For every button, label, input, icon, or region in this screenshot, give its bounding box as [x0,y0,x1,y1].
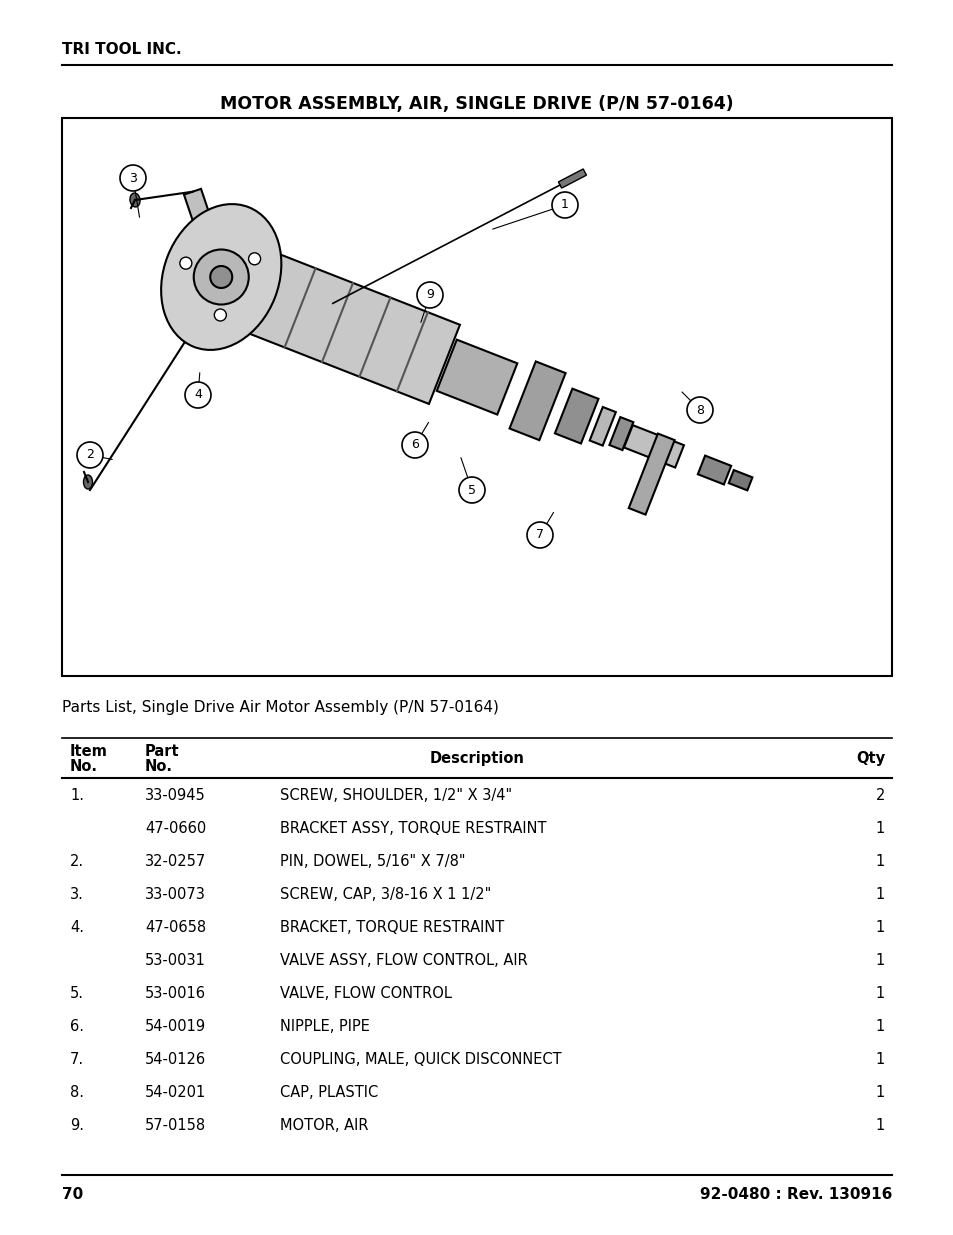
Text: SCREW, CAP, 3/8-16 X 1 1/2": SCREW, CAP, 3/8-16 X 1 1/2" [280,887,491,902]
Text: VALVE, FLOW CONTROL: VALVE, FLOW CONTROL [280,986,452,1002]
Ellipse shape [214,309,226,321]
Text: SCREW, SHOULDER, 1/2" X 3/4": SCREW, SHOULDER, 1/2" X 3/4" [280,788,512,803]
Text: 4: 4 [193,389,202,401]
Text: 9: 9 [426,289,434,301]
Polygon shape [509,362,565,440]
Text: No.: No. [70,760,98,774]
Text: 92-0480 : Rev. 130916: 92-0480 : Rev. 130916 [699,1187,891,1202]
Text: 8.: 8. [70,1086,84,1100]
Polygon shape [589,408,616,446]
Text: MOTOR ASSEMBLY, AIR, SINGLE DRIVE (P/N 57-0164): MOTOR ASSEMBLY, AIR, SINGLE DRIVE (P/N 5… [220,95,733,112]
Polygon shape [558,169,586,188]
Circle shape [416,282,442,308]
Text: 33-0945: 33-0945 [145,788,206,803]
Text: 1: 1 [875,821,884,836]
Text: 8: 8 [696,404,703,416]
Circle shape [686,396,712,424]
Circle shape [77,442,103,468]
Text: VALVE ASSY, FLOW CONTROL, AIR: VALVE ASSY, FLOW CONTROL, AIR [280,953,527,968]
Text: COUPLING, MALE, QUICK DISCONNECT: COUPLING, MALE, QUICK DISCONNECT [280,1052,561,1067]
Text: 33-0073: 33-0073 [145,887,206,902]
Text: 5: 5 [468,483,476,496]
Ellipse shape [193,249,249,305]
Text: 1: 1 [875,1086,884,1100]
Text: 32-0257: 32-0257 [145,853,206,869]
Circle shape [552,191,578,219]
Ellipse shape [180,257,192,269]
Text: 1: 1 [875,986,884,1002]
Polygon shape [214,241,459,404]
Text: TRI TOOL INC.: TRI TOOL INC. [62,42,181,57]
Text: 47-0658: 47-0658 [145,920,206,935]
Text: BRACKET, TORQUE RESTRAINT: BRACKET, TORQUE RESTRAINT [280,920,504,935]
Text: 4.: 4. [70,920,84,935]
Text: 54-0201: 54-0201 [145,1086,206,1100]
Text: 53-0016: 53-0016 [145,986,206,1002]
Polygon shape [628,433,674,515]
Text: 1.: 1. [70,788,84,803]
Text: MOTOR, AIR: MOTOR, AIR [280,1118,368,1132]
Polygon shape [184,189,230,280]
Text: 57-0158: 57-0158 [145,1118,206,1132]
Text: 1: 1 [875,1019,884,1034]
Text: 47-0660: 47-0660 [145,821,206,836]
Text: 1: 1 [875,853,884,869]
Text: 1: 1 [875,953,884,968]
Circle shape [120,165,146,191]
Text: 1: 1 [875,920,884,935]
Ellipse shape [249,253,260,264]
Polygon shape [609,417,633,450]
Ellipse shape [130,193,140,207]
Text: 53-0031: 53-0031 [145,953,206,968]
Circle shape [401,432,428,458]
Text: 2.: 2. [70,853,84,869]
Polygon shape [436,340,517,415]
Polygon shape [623,425,683,468]
Text: 2: 2 [875,788,884,803]
Ellipse shape [210,266,232,288]
Text: 6: 6 [411,438,418,452]
Text: No.: No. [145,760,172,774]
Text: 7.: 7. [70,1052,84,1067]
Text: 1: 1 [875,1052,884,1067]
Circle shape [185,382,211,408]
Ellipse shape [84,475,92,489]
Text: CAP, PLASTIC: CAP, PLASTIC [280,1086,377,1100]
Circle shape [458,477,484,503]
Text: 1: 1 [875,1118,884,1132]
Text: NIPPLE, PIPE: NIPPLE, PIPE [280,1019,370,1034]
Text: 7: 7 [536,529,543,541]
Polygon shape [555,389,598,443]
Text: 5.: 5. [70,986,84,1002]
Bar [62,119,891,676]
Text: Part: Part [145,743,179,760]
Text: 1: 1 [875,887,884,902]
Text: 6.: 6. [70,1019,84,1034]
Text: BRACKET ASSY, TORQUE RESTRAINT: BRACKET ASSY, TORQUE RESTRAINT [280,821,546,836]
Text: 9.: 9. [70,1118,84,1132]
Text: 70: 70 [62,1187,83,1202]
Polygon shape [697,456,730,484]
Ellipse shape [161,204,281,350]
Polygon shape [728,471,752,490]
Text: Qty: Qty [855,751,884,766]
Text: 54-0019: 54-0019 [145,1019,206,1034]
Text: 1: 1 [560,199,568,211]
Text: 2: 2 [86,448,93,462]
Text: 3.: 3. [70,887,84,902]
Text: 54-0126: 54-0126 [145,1052,206,1067]
Text: PIN, DOWEL, 5/16" X 7/8": PIN, DOWEL, 5/16" X 7/8" [280,853,465,869]
Circle shape [526,522,553,548]
Text: 3: 3 [129,172,137,184]
Text: Description: Description [429,751,524,766]
Text: Item: Item [70,743,108,760]
Text: Parts List, Single Drive Air Motor Assembly (P/N 57-0164): Parts List, Single Drive Air Motor Assem… [62,700,498,715]
